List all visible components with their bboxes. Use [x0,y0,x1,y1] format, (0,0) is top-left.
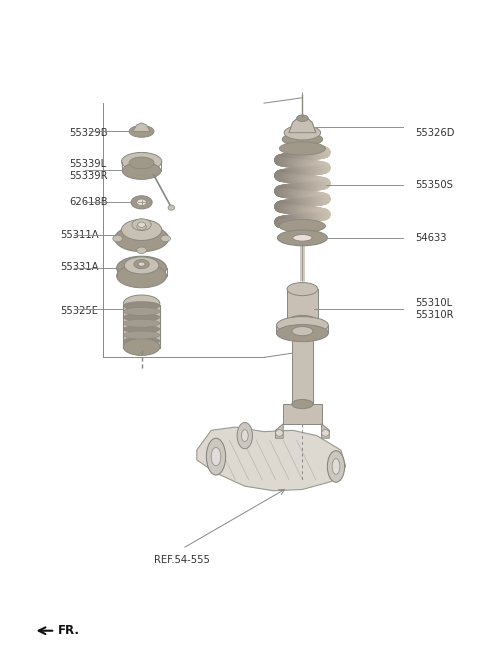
Ellipse shape [327,451,345,482]
Ellipse shape [206,438,226,475]
Ellipse shape [287,315,318,328]
Ellipse shape [124,257,159,274]
Polygon shape [322,424,329,438]
Text: FR.: FR. [58,624,80,637]
Ellipse shape [123,319,160,327]
Ellipse shape [292,399,313,409]
Bar [283,404,322,424]
Ellipse shape [161,235,170,242]
Ellipse shape [123,307,160,315]
Ellipse shape [132,219,151,231]
Ellipse shape [276,325,328,342]
Ellipse shape [122,162,161,179]
Ellipse shape [137,199,146,206]
Bar [287,289,318,322]
Ellipse shape [276,430,283,436]
Text: 55325E: 55325E [60,306,98,316]
Ellipse shape [292,327,313,336]
Text: 55339L
55339R: 55339L 55339R [70,160,108,181]
Ellipse shape [123,337,160,345]
Ellipse shape [279,142,325,155]
Ellipse shape [115,225,168,252]
Ellipse shape [131,196,152,209]
Ellipse shape [138,262,145,266]
Polygon shape [197,427,346,491]
Ellipse shape [279,219,325,233]
Ellipse shape [137,247,146,254]
Ellipse shape [138,222,145,227]
Ellipse shape [123,313,160,321]
Polygon shape [133,123,150,131]
Ellipse shape [123,325,160,333]
Ellipse shape [117,256,167,280]
Ellipse shape [211,447,221,466]
Bar [123,305,160,348]
Ellipse shape [129,157,154,169]
Ellipse shape [322,430,329,436]
Polygon shape [289,117,316,133]
Ellipse shape [277,230,327,246]
Ellipse shape [284,125,321,140]
Text: 55329B: 55329B [70,127,108,138]
Ellipse shape [293,235,312,241]
Ellipse shape [121,152,162,171]
Ellipse shape [121,219,162,240]
Text: 54633: 54633 [415,233,447,244]
Bar [292,331,313,404]
Ellipse shape [137,223,146,230]
Text: 55350S: 55350S [415,180,453,191]
Ellipse shape [134,260,149,269]
Ellipse shape [282,133,323,146]
Bar [276,325,328,333]
Text: 55326D: 55326D [415,127,455,138]
Ellipse shape [332,459,340,474]
Ellipse shape [113,235,122,242]
Ellipse shape [123,331,160,339]
Ellipse shape [123,338,160,355]
Ellipse shape [237,422,252,449]
Ellipse shape [287,283,318,296]
Text: 55311A: 55311A [60,229,98,240]
Ellipse shape [168,205,175,210]
Ellipse shape [123,302,160,309]
Polygon shape [289,117,316,133]
Text: 55310L
55310R: 55310L 55310R [415,298,454,319]
Text: 62618B: 62618B [70,197,108,208]
Ellipse shape [241,430,248,442]
Text: 55331A: 55331A [60,261,98,272]
Ellipse shape [117,264,167,288]
Ellipse shape [276,317,328,334]
Ellipse shape [129,125,154,137]
Polygon shape [276,424,283,438]
Ellipse shape [123,295,160,312]
Text: REF.54-555: REF.54-555 [154,555,209,565]
Ellipse shape [297,115,308,122]
